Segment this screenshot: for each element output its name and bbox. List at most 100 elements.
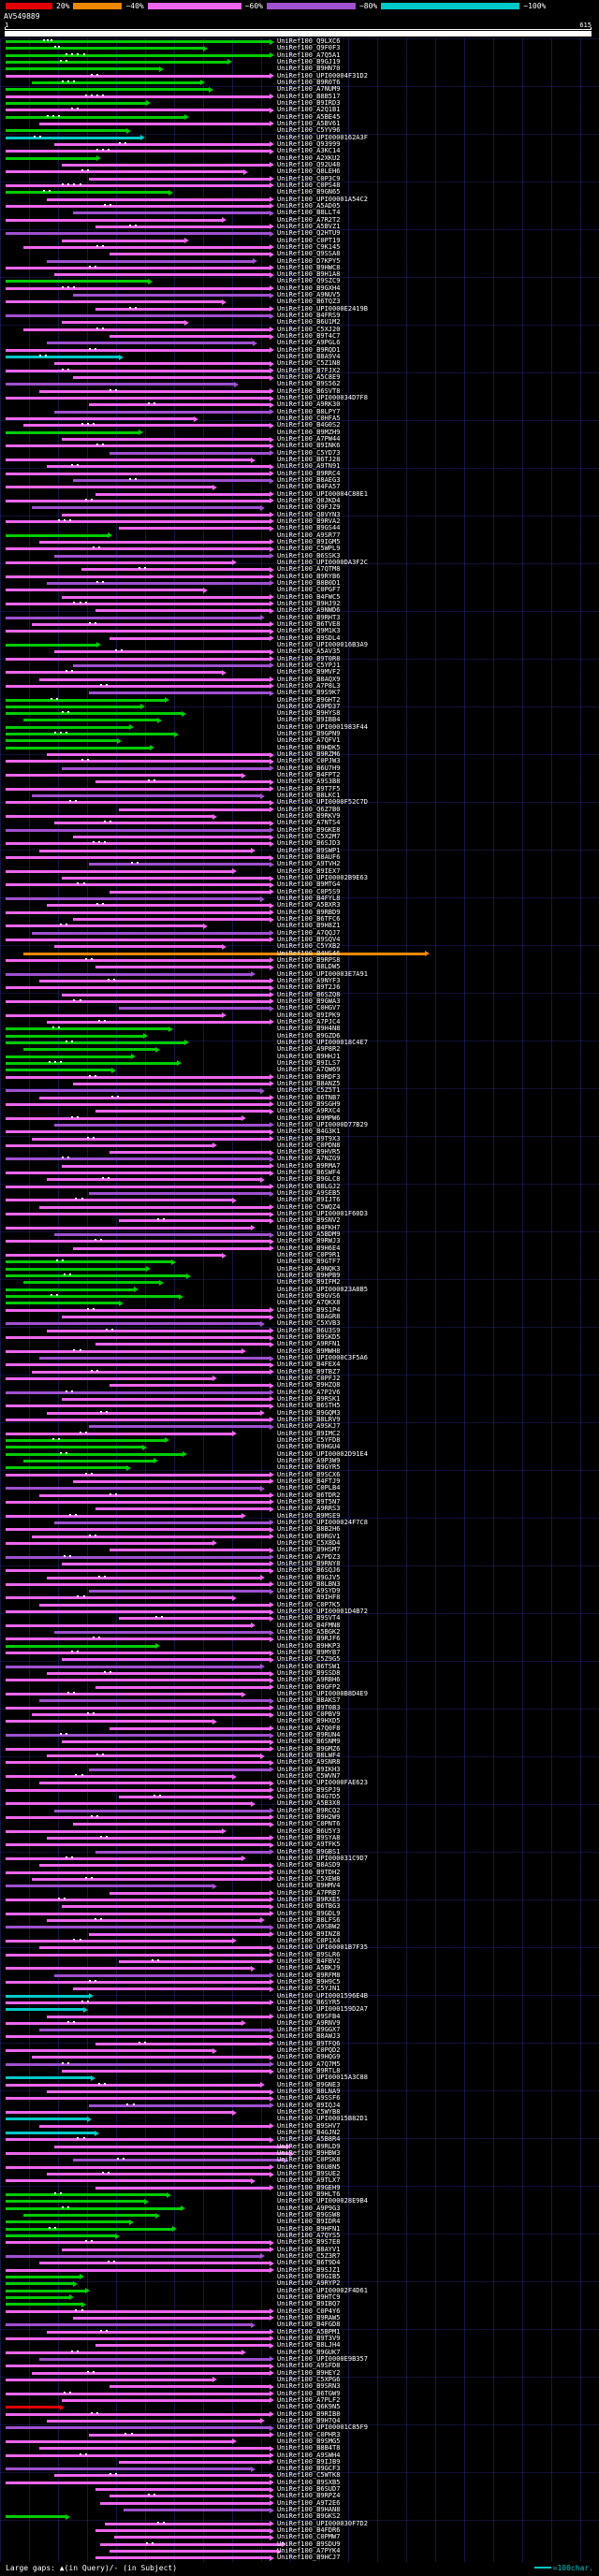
hit-label[interactable]: UniRef100_B9GLC8 [277, 1175, 341, 1184]
hit-label[interactable]: UniRef100_B6TGW9 [277, 2389, 341, 2397]
hit-bar[interactable] [31, 1535, 270, 1538]
hit-label[interactable]: UniRef100_B9T3V9 [277, 2334, 341, 2342]
hit-bar[interactable] [110, 1549, 270, 1552]
hit-label[interactable]: UniRef100_B9GQM3 [277, 1408, 341, 1417]
hit-label[interactable]: UniRef100_B9RPS8 [277, 955, 341, 964]
hit-bar[interactable] [6, 218, 223, 222]
hit-bar[interactable] [38, 2447, 270, 2451]
hit-bar[interactable] [119, 1796, 270, 1798]
hit-label[interactable]: UniRef100_B9RTL8 [277, 2067, 341, 2075]
hit-label[interactable]: UniRef100_B9GFP2 [277, 1682, 341, 1691]
hit-label[interactable]: UniRef100_A9RNV9 [277, 2018, 341, 2027]
hit-bar[interactable] [31, 1137, 270, 1141]
hit-label[interactable]: UniRef100_A9RRS3 [277, 1505, 341, 1513]
hit-bar[interactable] [46, 259, 254, 263]
hit-bar[interactable] [23, 2214, 156, 2218]
hit-bar[interactable] [95, 2529, 270, 2533]
hit-label[interactable]: UniRef100_B9GJV5 [277, 1573, 341, 1581]
hit-label[interactable]: UniRef100_B6SVT8 [277, 386, 341, 395]
hit-bar[interactable] [6, 1069, 112, 1072]
hit-bar[interactable] [6, 1322, 261, 1326]
hit-bar[interactable] [88, 1590, 270, 1594]
hit-bar[interactable] [38, 2029, 270, 2032]
hit-bar[interactable] [6, 1308, 270, 1312]
hit-bar[interactable] [6, 842, 270, 846]
hit-label[interactable]: UniRef100_A2XKU2 [277, 153, 341, 162]
hit-label[interactable]: UniRef100_B9GHT2 [277, 695, 341, 704]
hit-bar[interactable] [6, 191, 169, 195]
hit-label[interactable]: UniRef100_B8B0D1 [277, 578, 341, 587]
hit-bar[interactable] [54, 142, 270, 146]
hit-bar[interactable] [62, 1562, 270, 1565]
hit-label[interactable]: UniRef100_B9IQJ4 [277, 2101, 341, 2109]
hit-bar[interactable] [119, 1219, 270, 1223]
hit-label[interactable]: UniRef100_B9RGV1 [277, 1532, 341, 1540]
hit-label[interactable]: UniRef100_C0PDN8 [277, 1141, 341, 1149]
hit-bar[interactable] [110, 2550, 277, 2554]
hit-label[interactable]: UniRef100_B9MVF2 [277, 668, 341, 677]
hit-label[interactable]: UniRef100_B6TVE8 [277, 619, 341, 628]
hit-label[interactable]: UniRef100_B4FMN8 [277, 1621, 341, 1629]
hit-label[interactable]: UniRef100_C5Z3R7 [277, 2251, 341, 2260]
hit-label[interactable]: UniRef100_Q0JKD4 [277, 496, 341, 504]
hit-bar[interactable] [6, 417, 194, 421]
hit-bar[interactable] [95, 780, 270, 784]
hit-label[interactable]: UniRef100_C5YPJ1 [277, 661, 341, 669]
hit-label[interactable]: UniRef100_A7QTM8 [277, 565, 341, 574]
hit-label[interactable]: UniRef100_B9IJB9 [277, 2457, 341, 2466]
hit-bar[interactable] [46, 1411, 261, 1415]
hit-label[interactable]: UniRef100_B9RLD9 [277, 2142, 341, 2150]
hit-label[interactable]: UniRef100_B9GBS1 [277, 1847, 341, 1856]
hit-bar[interactable] [6, 1336, 270, 1340]
hit-bar[interactable] [6, 1274, 186, 1278]
hit-bar[interactable] [23, 1459, 154, 1463]
hit-bar[interactable] [6, 95, 270, 98]
hit-label[interactable]: UniRef100_B9RBD9 [277, 908, 341, 916]
hit-bar[interactable] [6, 958, 270, 962]
hit-label[interactable]: UniRef100_B9RRC4 [277, 469, 341, 477]
hit-label[interactable]: UniRef100_B4FEX4 [277, 1361, 341, 1369]
hit-bar[interactable] [73, 1987, 270, 1991]
hit-label[interactable]: UniRef100_B9H7Q4 [277, 2416, 341, 2424]
hit-label[interactable]: UniRef100_B9GNE3 [277, 2080, 341, 2088]
hit-bar[interactable] [6, 1720, 213, 1724]
hit-bar[interactable] [6, 2165, 270, 2169]
hit-label[interactable]: UniRef100_B9SJZ1 [277, 2265, 341, 2274]
hit-bar[interactable] [95, 2186, 270, 2190]
hit-label[interactable]: UniRef100_B9INK6 [277, 442, 341, 450]
hit-label[interactable]: UniRef100_C0P5S9 [277, 887, 341, 895]
hit-label[interactable]: UniRef100_B9RKV9 [277, 812, 341, 821]
hit-bar[interactable] [31, 622, 270, 626]
hit-bar[interactable] [6, 183, 270, 187]
hit-label[interactable]: UniRef100_B9HDK5 [277, 743, 341, 751]
hit-bar[interactable] [6, 2097, 270, 2101]
hit-label[interactable]: UniRef100_B9GCF3 [277, 2465, 341, 2473]
hit-bar[interactable] [54, 1809, 270, 1812]
hit-label[interactable]: UniRef100_B4FKH7 [277, 1223, 341, 1231]
hit-label[interactable]: UniRef100_UPI00001F60D3 [277, 1210, 368, 1218]
hit-bar[interactable] [6, 129, 127, 133]
hit-bar[interactable] [54, 1631, 270, 1635]
hit-bar[interactable] [6, 733, 175, 736]
hit-bar[interactable] [6, 1061, 177, 1065]
hit-bar[interactable] [6, 2049, 213, 2053]
hit-label[interactable]: UniRef100_C5X2M7 [277, 833, 341, 841]
hit-bar[interactable] [6, 2336, 270, 2340]
hit-bar[interactable] [6, 1761, 270, 1765]
hit-label[interactable]: UniRef100_B8B517 [277, 92, 341, 100]
hit-label[interactable]: UniRef100_B8LWF4 [277, 1752, 341, 1760]
hit-label[interactable]: UniRef100_B9GDL9 [277, 1909, 341, 1917]
hit-label[interactable]: UniRef100_B9GMZ6 [277, 1744, 341, 1753]
hit-label[interactable]: UniRef100_B9IEX7 [277, 866, 341, 875]
hit-label[interactable]: UniRef100_Q6K9N5 [277, 2403, 341, 2411]
hit-bar[interactable] [6, 801, 270, 805]
hit-bar[interactable] [6, 204, 270, 208]
hit-bar[interactable] [6, 986, 270, 990]
hit-bar[interactable] [6, 897, 261, 901]
hit-label[interactable]: UniRef100_B9HHJ1 [277, 1052, 341, 1060]
hit-bar[interactable] [6, 869, 232, 873]
hit-bar[interactable] [88, 403, 270, 407]
hit-bar[interactable] [88, 2103, 270, 2107]
hit-bar[interactable] [6, 1802, 252, 1806]
hit-bar[interactable] [73, 918, 270, 921]
